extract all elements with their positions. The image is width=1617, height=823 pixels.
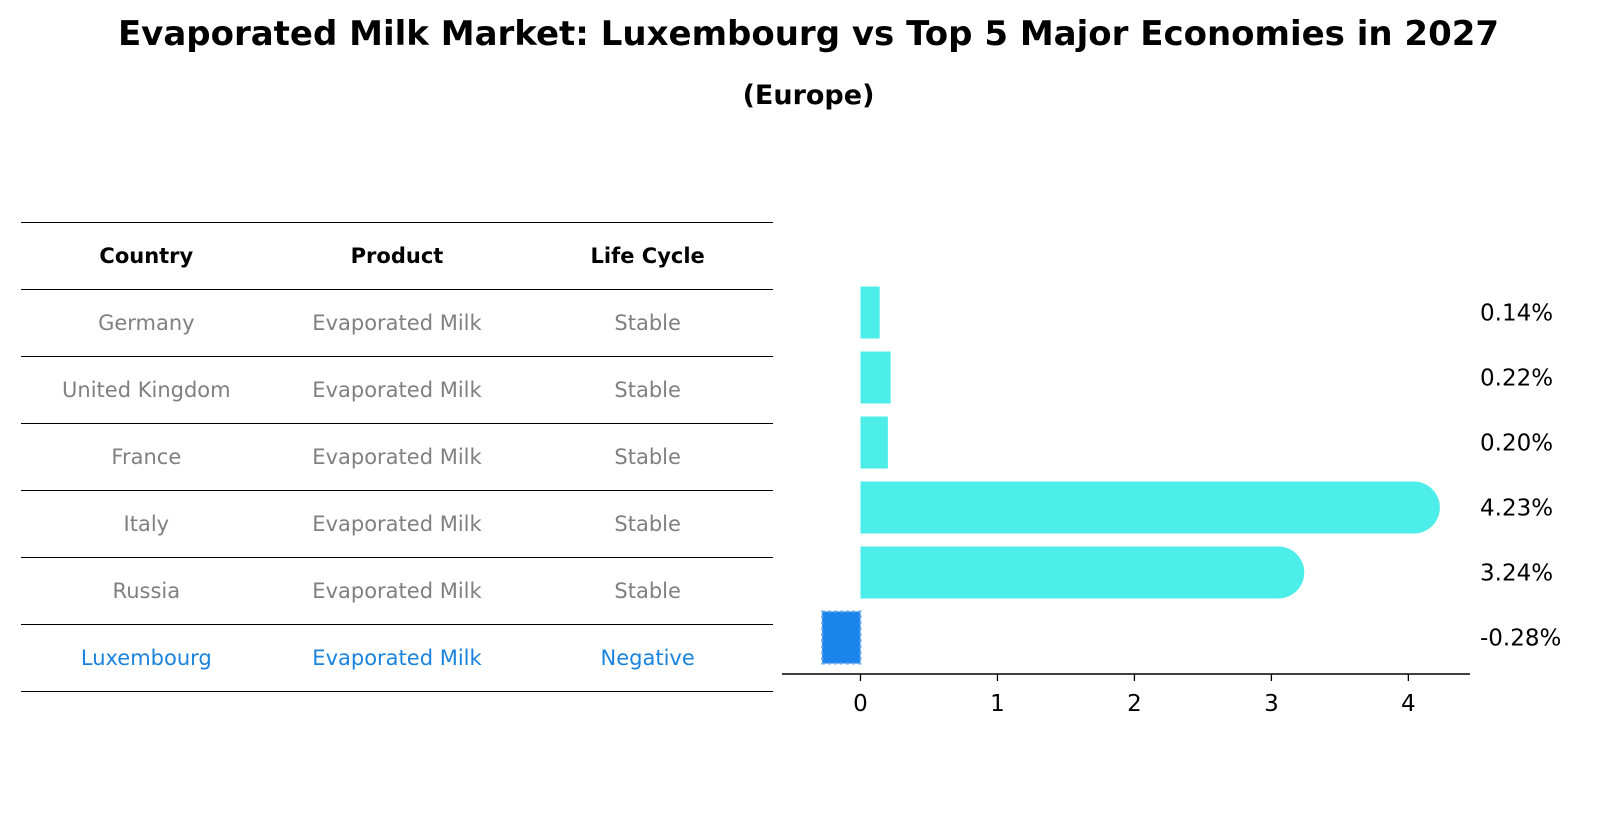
cell-product: Evaporated Milk [271,557,523,625]
table-row: United Kingdom Evaporated Milk Stable [21,356,773,424]
bar [860,286,880,339]
cell-country: Luxembourg [21,624,272,692]
data-label: 0.14% [1480,301,1553,327]
cell-life-cycle: Stable [522,423,773,491]
table-row: Italy Evaporated Milk Stable [21,490,773,558]
cell-country: France [21,423,272,491]
x-tick-label: 3 [1264,691,1279,717]
bar [860,546,1305,599]
bar [860,481,1440,534]
bar-highlighted [821,610,862,665]
cell-product: Evaporated Milk [271,490,523,558]
table-row: Germany Evaporated Milk Stable [21,289,773,357]
cell-product: Evaporated Milk [271,423,523,491]
cell-product: Evaporated Milk [271,624,523,692]
x-tick-label: 1 [990,691,1005,717]
data-label: 0.22% [1480,366,1553,392]
cell-country: Italy [21,490,272,558]
bar [860,416,888,469]
cell-country: Germany [21,289,272,357]
data-label: 0.20% [1480,431,1553,457]
table-row: France Evaporated Milk Stable [21,423,773,491]
cell-life-cycle: Stable [522,289,773,357]
data-label: 4.23% [1480,496,1553,522]
cell-country: Russia [21,557,272,625]
cell-life-cycle: Stable [522,356,773,424]
x-tick-label: 0 [853,691,868,717]
bar-chart: 0.14% 0.22% 0.20% 4.23% 3.24% -0.28% 0 1 2 3 4 [782,286,1561,717]
cell-life-cycle: Stable [522,557,773,625]
header-life-cycle: Life Cycle [522,222,773,290]
x-tick-label: 2 [1127,691,1142,717]
data-label: -0.28% [1480,626,1561,652]
country-table: Country Product Life Cycle Germany Evapo… [21,222,773,692]
cell-life-cycle: Stable [522,490,773,558]
header-product: Product [271,222,523,290]
cell-product: Evaporated Milk [271,356,523,424]
cell-country: United Kingdom [21,356,272,424]
header-country: Country [21,222,272,290]
cell-life-cycle: Negative [522,624,773,692]
cell-product: Evaporated Milk [271,289,523,357]
chart-title: Evaporated Milk Market: Luxembourg vs To… [117,14,1500,54]
x-tick-label: 4 [1401,691,1416,717]
chart-subtitle: (Europe) [742,80,875,111]
table-row: Russia Evaporated Milk Stable [21,557,773,625]
data-label: 3.24% [1480,561,1553,587]
bar [860,351,891,404]
table-row-highlighted: Luxembourg Evaporated Milk Negative [21,624,773,692]
table-header-row: Country Product Life Cycle [21,222,773,290]
